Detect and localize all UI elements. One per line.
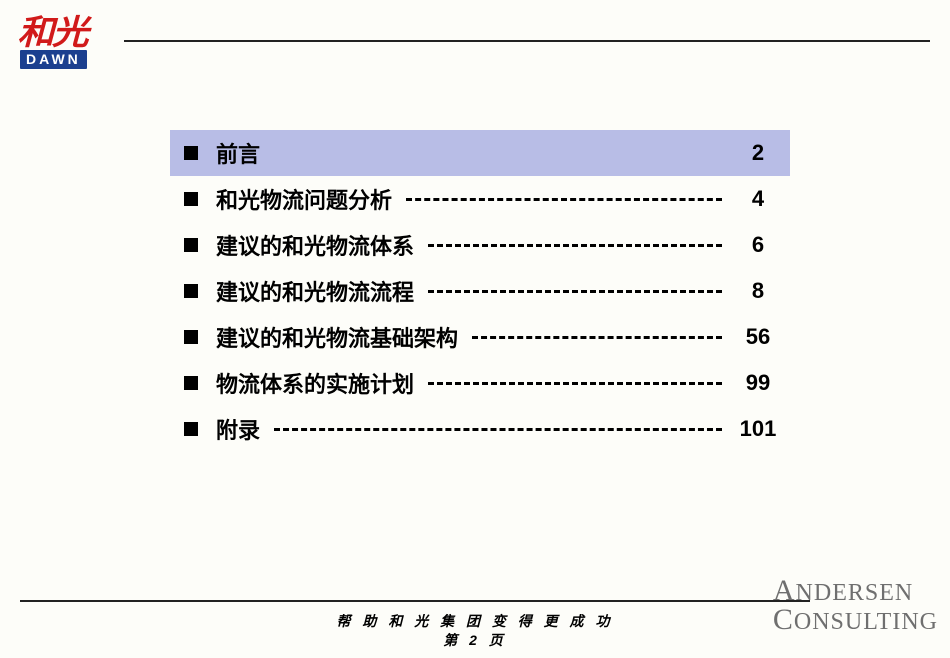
toc-row: 物流体系的实施计划 99 — [170, 360, 790, 406]
toc-leader — [274, 142, 722, 164]
toc-page: 56 — [736, 324, 780, 350]
toc-label: 前言 — [216, 137, 260, 169]
square-bullet-icon — [184, 422, 198, 436]
toc-row: 建议的和光物流流程 8 — [170, 268, 790, 314]
toc-leader — [428, 234, 722, 256]
footer-tagline: 帮 助 和 光 集 团 变 得 更 成 功 — [0, 612, 950, 631]
brand-line1-rest: NDERSEN — [796, 580, 914, 606]
toc-label: 物流体系的实施计划 — [216, 367, 414, 399]
toc-page: 4 — [736, 186, 780, 212]
footer-text: 帮 助 和 光 集 团 变 得 更 成 功 第 2 页 — [0, 612, 950, 650]
logo: 和光 DAWN — [20, 17, 120, 77]
toc-leader — [428, 280, 722, 302]
toc-leader — [472, 326, 722, 348]
header-rule — [124, 40, 930, 42]
toc-row: 建议的和光物流体系 6 — [170, 222, 790, 268]
header: 和光 DAWN — [20, 24, 930, 70]
toc-label: 建议的和光物流流程 — [216, 275, 414, 307]
toc-page: 6 — [736, 232, 780, 258]
toc-row: 和光物流问题分析 4 — [170, 176, 790, 222]
toc-row: 建议的和光物流基础架构 56 — [170, 314, 790, 360]
toc-leader — [406, 188, 722, 210]
toc-page: 99 — [736, 370, 780, 396]
toc-row: 附录 101 — [170, 406, 790, 452]
footer-page-label: 第 2 页 — [0, 631, 950, 650]
table-of-contents: 前言 2 和光物流问题分析 4 建议的和光物流体系 6 建议的和光物流流程 8 … — [170, 130, 790, 452]
square-bullet-icon — [184, 146, 198, 160]
square-bullet-icon — [184, 192, 198, 206]
toc-label: 和光物流问题分析 — [216, 183, 392, 215]
toc-leader — [428, 372, 722, 394]
toc-label: 建议的和光物流体系 — [216, 229, 414, 261]
toc-label: 建议的和光物流基础架构 — [216, 321, 458, 353]
square-bullet-icon — [184, 376, 198, 390]
logo-chinese: 和光 — [17, 17, 86, 51]
toc-leader — [274, 418, 722, 440]
toc-page: 2 — [736, 140, 780, 166]
footer-rule — [20, 600, 810, 602]
toc-page: 101 — [736, 416, 780, 442]
logo-english: DAWN — [20, 50, 87, 69]
square-bullet-icon — [184, 284, 198, 298]
square-bullet-icon — [184, 238, 198, 252]
toc-row: 前言 2 — [170, 130, 790, 176]
toc-page: 8 — [736, 278, 780, 304]
toc-label: 附录 — [216, 413, 260, 445]
square-bullet-icon — [184, 330, 198, 344]
